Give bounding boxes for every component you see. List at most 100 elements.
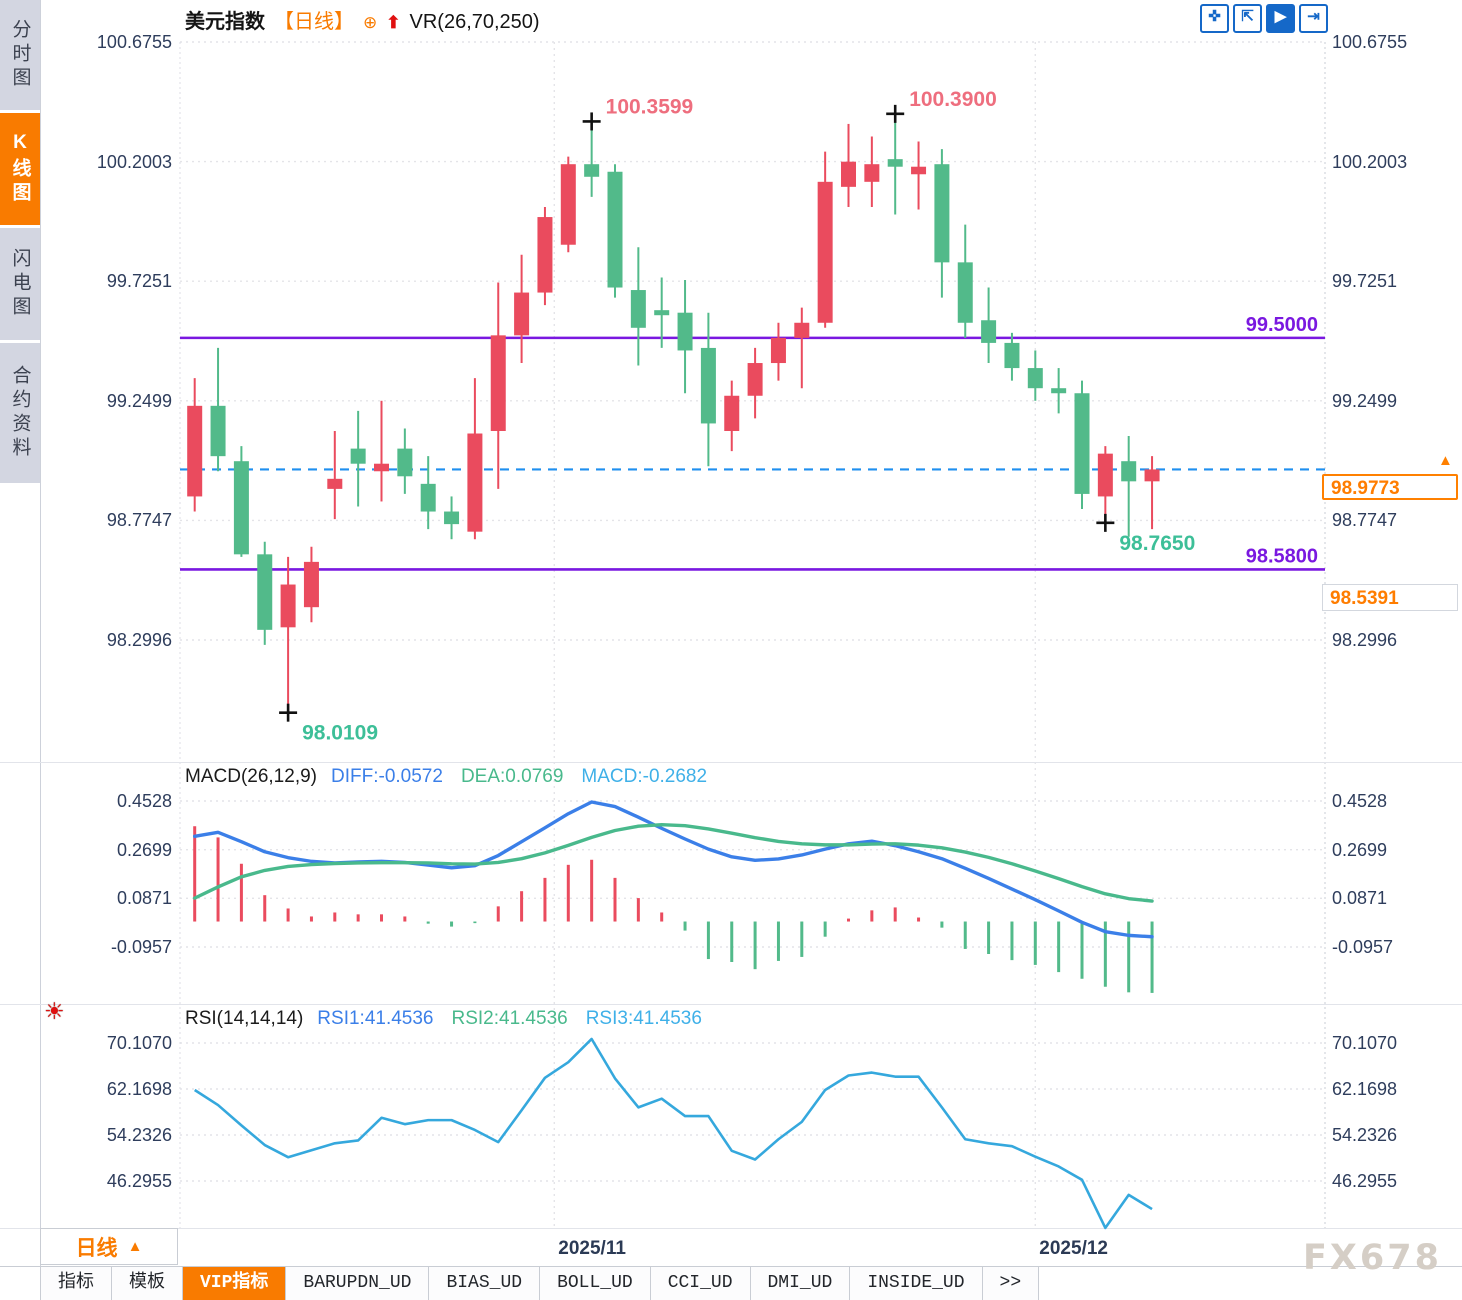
period-tag[interactable]: 【日线】 <box>274 11 354 33</box>
macd-bar <box>1103 921 1107 987</box>
macd-bar <box>1033 921 1037 965</box>
macd-bar <box>543 877 547 922</box>
macd-bar <box>216 837 220 922</box>
legend-name: RSI(14,14,14) <box>185 1008 304 1029</box>
sidebar-item-3[interactable]: 闪电图 <box>0 228 40 340</box>
macd-bar <box>963 921 967 949</box>
auto-scroll-icon[interactable]: ▶ <box>1266 4 1295 33</box>
sidebar-item-2[interactable]: K线图 <box>0 113 40 225</box>
tab-[interactable]: 指标 <box>41 1267 112 1300</box>
macd-bar <box>566 864 570 922</box>
tab-bar-corner <box>0 1267 41 1300</box>
macd-bar <box>193 826 197 922</box>
sun-icon[interactable]: ☀ <box>44 998 65 1024</box>
sidebar-item-1[interactable]: 分时图 <box>0 0 40 110</box>
add-indicator-icon[interactable]: ⊕ <box>363 13 378 32</box>
tab-vip[interactable]: VIP指标 <box>183 1267 287 1300</box>
candle-body <box>794 322 810 338</box>
legend-item: RSI2:41.4536 <box>451 1008 568 1029</box>
macd-bar <box>496 906 500 922</box>
macd-bar <box>520 891 524 922</box>
axis-scale-icon[interactable]: ⇱ <box>1233 4 1262 33</box>
tab-[interactable]: >> <box>982 1267 1040 1300</box>
candle-body <box>677 312 693 351</box>
rsi-axis-tick: 54.2326 <box>1332 1125 1398 1145</box>
rsi-axis-tick: 62.1698 <box>1332 1079 1398 1099</box>
price-axis-tick: 99.7251 <box>106 271 172 292</box>
tab-cci_ud[interactable]: CCI_UD <box>650 1267 751 1300</box>
candle-body <box>981 320 997 343</box>
legend-item: MACD:-0.2682 <box>581 766 708 787</box>
macd-axis-tick: 0.4528 <box>1332 791 1388 811</box>
rsi-axis-tick: 46.2955 <box>106 1171 172 1191</box>
period-selector-label: 日线 <box>75 1236 118 1260</box>
candle-body <box>864 164 880 182</box>
candle-body <box>1097 453 1113 497</box>
tab-[interactable]: 模板 <box>112 1267 183 1300</box>
macd-bar <box>753 921 757 970</box>
level-label: 99.5000 <box>1246 314 1318 336</box>
price-axis-tick: 100.2003 <box>1332 151 1408 172</box>
candle-body <box>841 161 856 187</box>
macd-bar <box>309 916 313 922</box>
macd-legend: MACD(26,12,9) DIFF:-0.0572 DEA:0.0769 MACD:… <box>185 766 725 788</box>
macd-diff-line <box>192 800 1154 939</box>
candle-body <box>911 166 927 175</box>
watermark: FX678 <box>1303 1238 1442 1278</box>
tab-bias_ud[interactable]: BIAS_UD <box>429 1267 541 1300</box>
candles <box>187 113 1160 713</box>
macd-histogram <box>193 826 1154 993</box>
price-axis-tick: 100.6755 <box>96 32 172 52</box>
rsi-axis-tick: 70.1070 <box>106 1033 172 1053</box>
tab-inside_ud[interactable]: INSIDE_UD <box>850 1267 983 1300</box>
date-axis-label: 2025/11 <box>558 1238 626 1259</box>
rsi-axis-tick: 54.2326 <box>106 1125 172 1145</box>
tab-barupdn_ud[interactable]: BARUPDN_UD <box>286 1267 430 1300</box>
macd-bar <box>1057 921 1061 973</box>
candle-body <box>630 290 646 328</box>
candle-body <box>1144 469 1160 482</box>
price-axis-tick: 99.7251 <box>1332 271 1398 292</box>
macd-bar <box>263 895 267 922</box>
price-axis-tick: 98.7747 <box>1332 510 1398 531</box>
candle-body <box>303 561 319 608</box>
tab-boll_ud[interactable]: BOLL_UD <box>540 1267 651 1300</box>
candle-body <box>817 181 833 323</box>
scroll-to-end-icon[interactable]: ⇥ <box>1299 4 1328 33</box>
sidebar-item-4[interactable]: 合约资料 <box>0 343 40 483</box>
price-axis-tick: 100.2003 <box>96 151 172 172</box>
rsi-axis-tick: 70.1070 <box>1332 1033 1398 1053</box>
price-annotation: 100.3599 <box>606 95 694 118</box>
candle-body <box>1004 342 1020 369</box>
level-label: 98.5800 <box>1246 545 1318 567</box>
candle-body <box>747 363 763 396</box>
bottom-tab-bar: 指标 模板 VIP指标 BARUPDN_UD BIAS_UD BOLL_UD CCI_UD D… <box>0 1266 1462 1300</box>
macd-dea-line <box>192 822 1154 903</box>
candle-body <box>397 448 413 477</box>
price-annotation: 98.7650 <box>1119 532 1195 555</box>
macd-bar <box>917 917 921 922</box>
indicator-label[interactable]: VR(26,70,250) <box>409 11 540 33</box>
macd-bar <box>1010 921 1014 961</box>
candle-body <box>1051 388 1067 394</box>
rsi-axis-tick: 62.1698 <box>106 1079 172 1099</box>
secondary-price-box: 98.5391 <box>1322 584 1458 611</box>
macd-bar <box>450 921 454 927</box>
gridlines <box>0 41 1462 1229</box>
tab-dmi_ud[interactable]: DMI_UD <box>750 1267 851 1300</box>
period-selector[interactable]: 日线 ▲ <box>40 1228 178 1265</box>
candle-body <box>514 292 530 336</box>
macd-bar <box>636 898 640 922</box>
candle-body <box>560 164 576 245</box>
price-axis-tick: 98.7747 <box>106 510 172 531</box>
macd-bar <box>800 921 804 957</box>
pan-crosshair-icon[interactable]: ✜ <box>1200 4 1229 33</box>
price-axis-tick: 98.2996 <box>1332 630 1398 650</box>
legend-item: DIFF:-0.0572 <box>331 766 443 787</box>
macd-bar <box>823 921 827 937</box>
candle-body <box>770 337 786 364</box>
candle-body <box>957 262 973 323</box>
candle-body <box>467 433 483 532</box>
macd-bar <box>870 910 874 922</box>
